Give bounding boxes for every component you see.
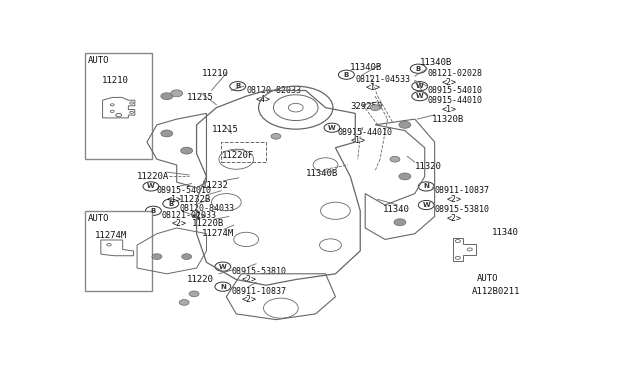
Text: <2>: <2> — [447, 195, 462, 204]
Text: B: B — [168, 201, 173, 206]
Text: 11210: 11210 — [102, 76, 129, 85]
Text: <2>: <2> — [447, 214, 462, 222]
Circle shape — [179, 299, 189, 305]
Text: 11220: 11220 — [187, 275, 214, 284]
Circle shape — [370, 105, 380, 110]
Text: AUTO: AUTO — [477, 274, 499, 283]
Text: <2>: <2> — [241, 295, 256, 304]
Text: A112B0211: A112B0211 — [472, 287, 520, 296]
Text: <1>: <1> — [350, 136, 365, 145]
Text: 08915-44010: 08915-44010 — [338, 128, 393, 137]
Circle shape — [271, 134, 281, 139]
Text: 11274M: 11274M — [202, 230, 234, 238]
Text: 11220B: 11220B — [191, 219, 224, 228]
Text: 11215: 11215 — [211, 125, 238, 134]
Text: <4>: <4> — [256, 95, 271, 104]
Bar — [221, 142, 266, 162]
Text: 11340: 11340 — [383, 205, 410, 214]
Text: 11274M: 11274M — [95, 231, 127, 240]
Circle shape — [390, 156, 400, 162]
Text: 11232B: 11232B — [179, 195, 211, 204]
Text: 11320: 11320 — [415, 162, 442, 171]
Circle shape — [394, 219, 406, 226]
Text: 08915-53810: 08915-53810 — [231, 267, 286, 276]
Bar — [85, 53, 152, 159]
Text: 11340B: 11340B — [350, 63, 383, 72]
Text: 11220A: 11220A — [137, 172, 170, 181]
Text: <1>: <1> — [167, 195, 182, 204]
Text: 08121-04533: 08121-04533 — [355, 75, 410, 84]
Circle shape — [171, 90, 182, 97]
Circle shape — [399, 173, 411, 180]
Circle shape — [161, 93, 173, 100]
Text: 11232: 11232 — [202, 181, 228, 190]
Circle shape — [182, 254, 191, 260]
Text: 08915-53810: 08915-53810 — [435, 205, 490, 214]
Text: B: B — [415, 66, 421, 72]
Text: W: W — [416, 93, 424, 99]
Text: <2>: <2> — [241, 275, 256, 284]
Text: 08121-02033: 08121-02033 — [162, 211, 217, 220]
Text: 11220F: 11220F — [221, 151, 253, 160]
Text: <2>: <2> — [442, 78, 457, 87]
Text: <1>: <1> — [365, 83, 380, 92]
Text: 08911-10837: 08911-10837 — [231, 287, 286, 296]
Text: B: B — [151, 208, 156, 214]
Text: 11210: 11210 — [202, 69, 228, 78]
Text: <1>: <1> — [442, 105, 457, 114]
Text: AUTO: AUTO — [88, 214, 109, 222]
Text: <2>: <2> — [172, 219, 187, 228]
Text: AUTO: AUTO — [88, 56, 109, 65]
Text: W: W — [422, 202, 430, 208]
Text: 11340B: 11340B — [420, 58, 452, 67]
Circle shape — [161, 130, 173, 137]
Text: 11215: 11215 — [187, 93, 214, 102]
Text: N: N — [220, 284, 226, 290]
Circle shape — [152, 254, 162, 260]
Text: 11320B: 11320B — [432, 115, 465, 124]
Text: 08915-44010: 08915-44010 — [428, 96, 482, 105]
Text: 08120-82033: 08120-82033 — [246, 86, 301, 95]
Bar — [85, 211, 152, 291]
Text: 08915-54010: 08915-54010 — [428, 86, 482, 95]
Text: W: W — [147, 183, 155, 189]
Text: 11340: 11340 — [492, 228, 518, 237]
Text: N: N — [423, 183, 429, 189]
Text: B: B — [235, 83, 241, 89]
Text: 08915-54010: 08915-54010 — [157, 186, 212, 195]
Text: 11340B: 11340B — [306, 169, 338, 178]
Text: <1>: <1> — [191, 212, 207, 221]
Text: W: W — [416, 83, 424, 89]
Text: W: W — [219, 264, 227, 270]
Text: 08121-02028: 08121-02028 — [428, 69, 482, 78]
Circle shape — [180, 147, 193, 154]
Text: 08911-10837: 08911-10837 — [435, 186, 490, 195]
Circle shape — [189, 291, 199, 297]
Text: W: W — [328, 125, 336, 131]
Circle shape — [399, 121, 411, 128]
Text: 08120-84033: 08120-84033 — [179, 203, 234, 213]
Text: B: B — [344, 72, 349, 78]
Text: 329250: 329250 — [350, 102, 383, 111]
